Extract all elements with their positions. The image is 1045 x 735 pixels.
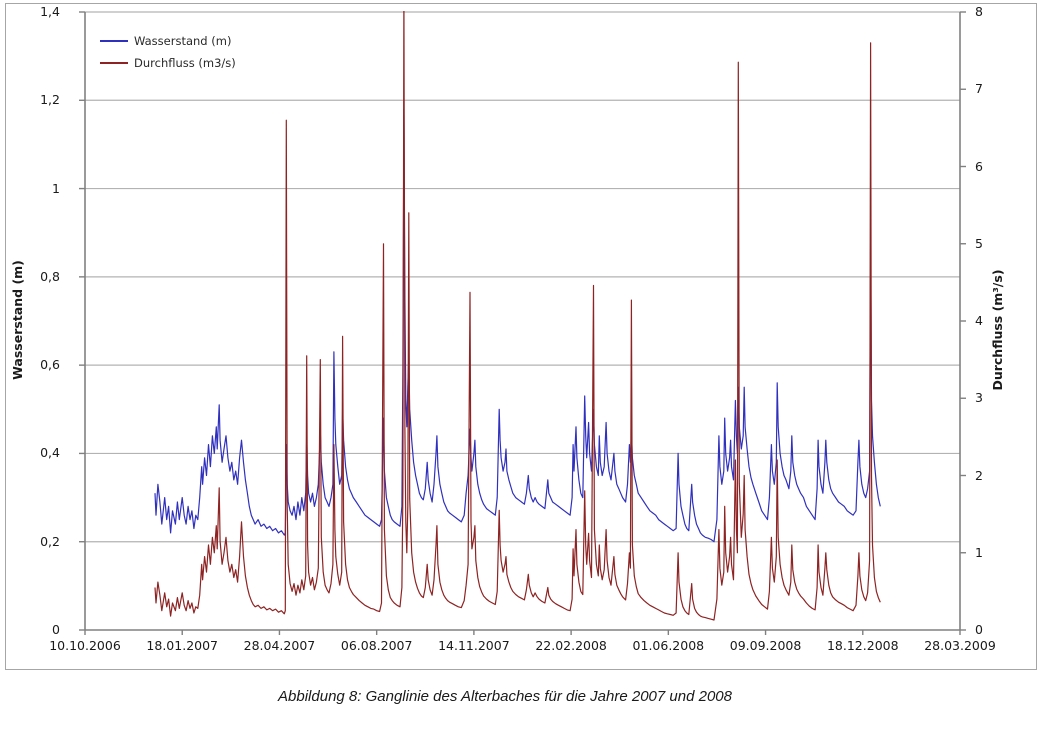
y-right-tick-label: 5: [975, 235, 983, 251]
x-tick-label: 28.03.2009: [924, 638, 996, 653]
y-right-tick-label: 0: [975, 622, 983, 637]
x-tick-label: 10.10.2006: [49, 638, 121, 653]
series-line-wasserstand: [154, 108, 881, 543]
x-tick-label: 28.04.2007: [243, 638, 316, 653]
y-right-tick-label: 7: [975, 81, 983, 97]
hydrograph-chart: [79, 11, 966, 635]
y-left-tick-label: 0: [52, 622, 60, 637]
legend-row-durchfluss: Durchfluss (m3/s): [100, 52, 236, 74]
y-right-tick-label: 4: [975, 313, 983, 328]
legend-label-durchfluss: Durchfluss (m3/s): [134, 56, 236, 70]
chart-frame: Wasserstand (m) Durchfluss (m³/s) Wasser…: [5, 3, 1037, 670]
y-left-tick-label: 0,2: [40, 533, 60, 549]
x-tick-label: 09.09.2008: [729, 638, 802, 653]
x-tick-label: 14.11.2007: [438, 638, 510, 653]
wasserstand-line-swatch: [100, 40, 128, 42]
y-right-tick-label: 6: [975, 158, 983, 174]
durchfluss-line-swatch: [100, 62, 128, 64]
y-left-tick-label: 1: [52, 180, 60, 196]
y-right-tick-label: 1: [975, 544, 983, 560]
x-tick-label: 18.01.2007: [146, 638, 219, 653]
y-right-axis-title: Durchfluss (m³/s): [990, 269, 1005, 391]
x-tick-label: 01.06.2008: [632, 638, 705, 653]
x-tick-label: 22.02.2008: [535, 638, 607, 653]
legend-label-wasserstand: Wasserstand (m): [134, 34, 232, 48]
y-left-tick-label: 0,4: [40, 445, 60, 461]
legend-row-wasserstand: Wasserstand (m): [100, 30, 236, 52]
y-right-tick-label: 2: [975, 467, 983, 483]
gridlines: [85, 11, 960, 543]
tick-marks: [79, 11, 966, 635]
y-left-tick-label: 0,6: [40, 357, 60, 373]
y-left-axis-title: Wasserstand (m): [10, 260, 25, 380]
y-left-tick-label: 1,4: [40, 4, 60, 19]
series-lines: [154, 11, 881, 621]
y-right-tick-label: 3: [975, 390, 983, 406]
y-right-tick-label: 8: [975, 4, 983, 19]
x-tick-label: 06.08.2007: [340, 638, 413, 653]
chart-legend: Wasserstand (m) Durchfluss (m3/s): [100, 30, 236, 74]
y-left-tick-label: 1,2: [40, 92, 60, 108]
figure-caption: Abbildung 8: Ganglinie des Alterbaches f…: [278, 688, 732, 705]
axis-lines: [84, 12, 961, 631]
series-line-durchfluss: [154, 11, 881, 621]
x-tick-label: 18.12.2008: [826, 638, 899, 653]
y-left-tick-label: 0,8: [40, 268, 60, 284]
